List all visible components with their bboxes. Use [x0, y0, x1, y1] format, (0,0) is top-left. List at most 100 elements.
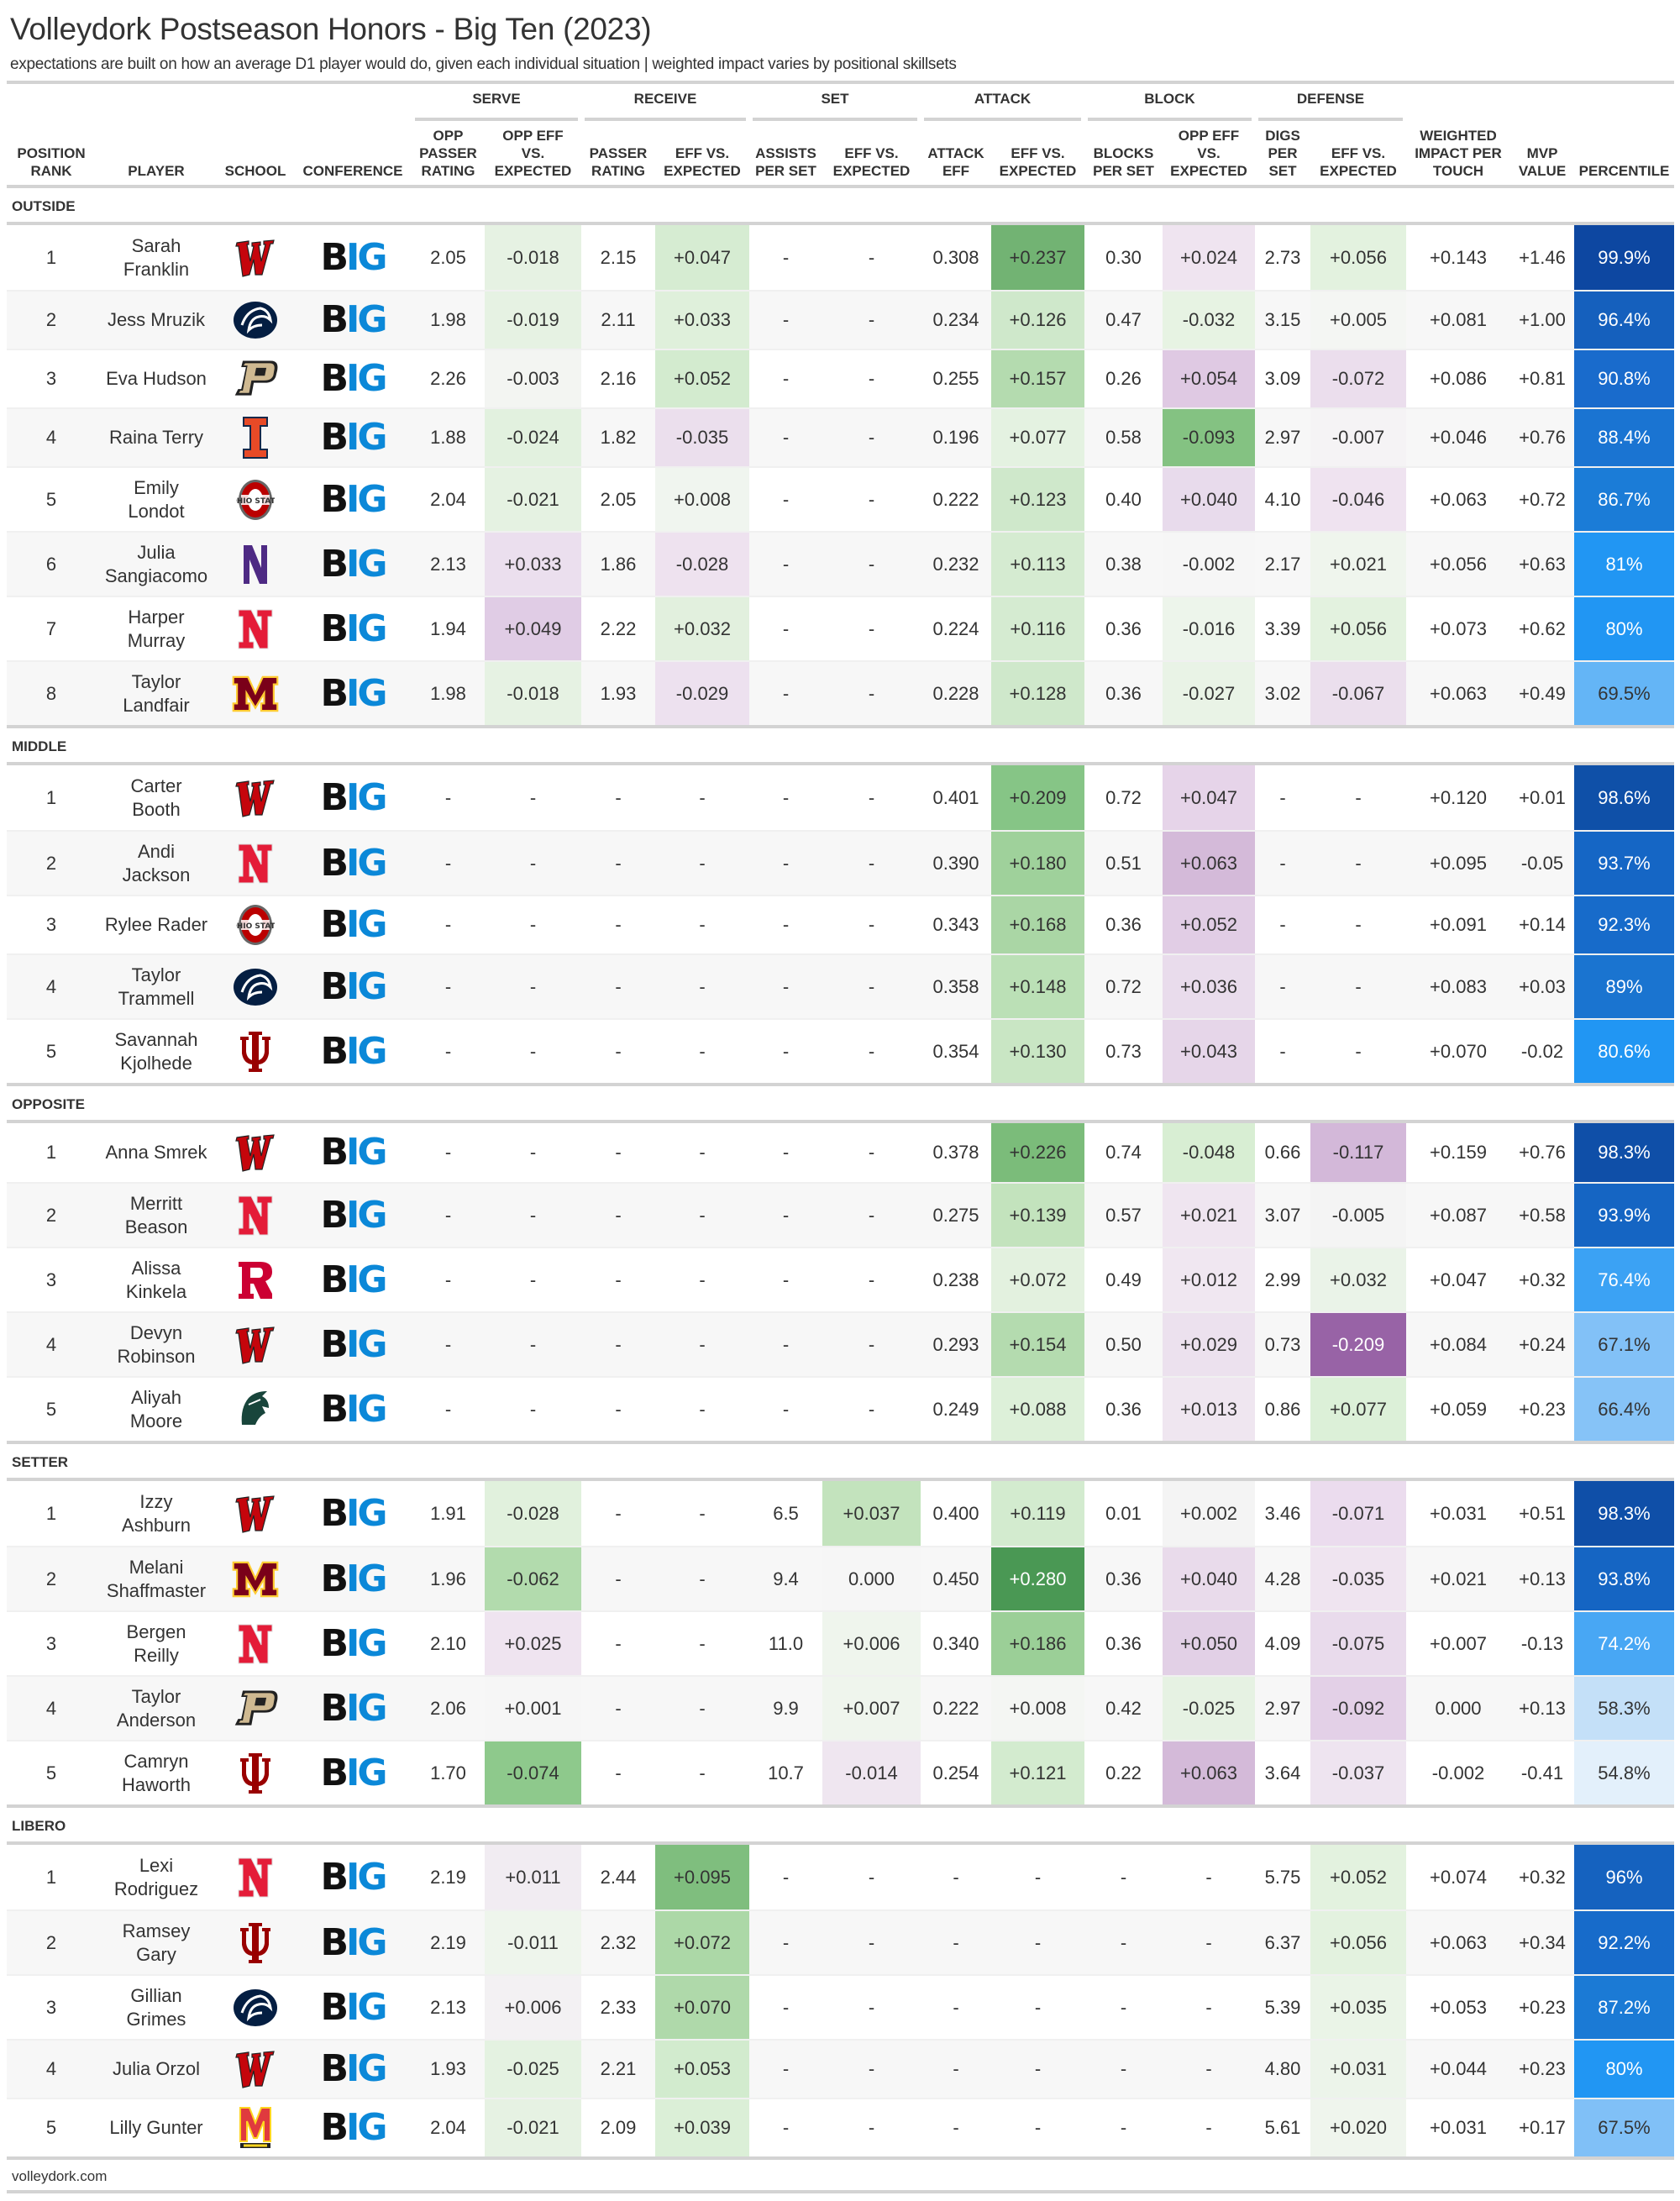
column-header-attack-eff-vs-exp[interactable]: EFF VS. EXPECTED: [999, 145, 1077, 179]
table-row[interactable]: 1 Carter Booth BIG - - - - - - 0.401 +0.209 0.72 +0.…: [7, 765, 1674, 830]
player-name[interactable]: Lilly Gunter: [109, 2117, 203, 2138]
cell-block-opp-eff-vs-exp: -: [1205, 2117, 1212, 2138]
table-row[interactable]: 3 Bergen Reilly BIG 2.10 +0.025 - - 11.0 +0.006 0…: [7, 1610, 1674, 1675]
table-row[interactable]: 3 Alissa Kinkela BIG - - - - - - 0.238 +0.072 0.49 +…: [7, 1247, 1674, 1311]
player-name[interactable]: Anna Smrek: [105, 1142, 207, 1163]
player-name[interactable]: Merritt Beason: [124, 1192, 188, 1237]
cell-mvp-value: -0.13: [1520, 1632, 1564, 1654]
position-rank: 7: [45, 617, 57, 639]
player-name[interactable]: Taylor Landfair: [123, 670, 190, 716]
school-logo-cell: [217, 1547, 294, 1610]
cell-weighted-impact: +0.074: [1430, 1866, 1487, 1888]
player-name[interactable]: Camryn Haworth: [122, 1750, 191, 1795]
column-header-opp-passer-rating[interactable]: OPP PASSER RATING: [419, 128, 477, 179]
player-name[interactable]: Andi Jackson: [122, 840, 191, 885]
player-name[interactable]: Julia Orzol: [113, 2058, 200, 2079]
column-header-percentile[interactable]: PERCENTILE: [1578, 163, 1670, 179]
table-row[interactable]: 3 Gillian Grimes BIG 2.13 +0.006 2.33 +0.070 - -…: [7, 1974, 1674, 2039]
player-name[interactable]: Sarah Franklin: [123, 234, 190, 280]
player-name[interactable]: Izzy Ashburn: [122, 1490, 191, 1536]
cell-assists-per-set: 9.9: [773, 1697, 799, 1719]
column-header-rank[interactable]: POSITION RANK: [17, 145, 86, 179]
column-header-player[interactable]: PLAYER: [128, 163, 185, 179]
player-name[interactable]: Eva Hudson: [106, 368, 207, 389]
column-header-passer-rating[interactable]: PASSER RATING: [589, 145, 648, 179]
cell-attack-eff: -: [953, 2117, 959, 2138]
table-row[interactable]: 4 Julia Orzol BIG 1.93 -0.025 2.21 +0.053 - - - - -…: [7, 2039, 1674, 2098]
column-header-receive-eff-vs-exp[interactable]: EFF VS. EXPECTED: [664, 145, 741, 179]
player-name[interactable]: Rylee Rader: [104, 914, 208, 935]
table-row[interactable]: 1 Sarah Franklin BIG 2.05 -0.018 2.15 +0.047 - -…: [7, 225, 1674, 290]
column-header-defense-eff-vs-exp[interactable]: EFF VS. EXPECTED: [1320, 145, 1397, 179]
player-name[interactable]: Gillian Grimes: [126, 1984, 186, 2030]
cell-assists-per-set: -: [782, 852, 790, 874]
column-header-set-eff-vs-exp[interactable]: EFF VS. EXPECTED: [832, 145, 911, 179]
table-row[interactable]: 5 Camryn Haworth BIG 1.70 -0.074 - - 10.7 -0.014…: [7, 1740, 1674, 1804]
column-header-mvp-value[interactable]: MVP VALUE: [1518, 145, 1567, 179]
player-name[interactable]: Alissa Kinkela: [125, 1257, 187, 1302]
player-name[interactable]: Emily Londot: [128, 476, 185, 522]
table-row[interactable]: 4 Devyn Robinson BIG - - - - - - 0.293 +0.154 0.50 +…: [7, 1311, 1674, 1376]
player-name[interactable]: Devyn Robinson: [117, 1321, 196, 1367]
player-name[interactable]: Bergen Reilly: [126, 1621, 186, 1666]
table-row[interactable]: 7 Harper Murray BIG 1.94 +0.049 2.22 +0.032- -0…: [7, 596, 1674, 660]
school-logo-cell: [217, 1741, 294, 1804]
column-header-weighted-impact[interactable]: WEIGHTED IMPACT PER TOUCH: [1415, 128, 1502, 179]
table-row[interactable]: 2 Jess Mruzik BIG 1.98 -0.019 2.11 +0.033 - - 0.2…: [7, 290, 1674, 349]
cell-percentile: 89%: [1574, 955, 1674, 1018]
table-row[interactable]: 6 Julia Sangiacomo BIG 2.13 +0.033 1.86 -0.028…: [7, 531, 1674, 596]
cell-opp-passer-rating: 1.93: [430, 2058, 466, 2079]
table-row[interactable]: 3 Rylee Rader OHIO STATE BIG - - - - - - 0.343 +0.1…: [7, 895, 1674, 953]
cell-opp-passer-rating: -: [444, 786, 452, 808]
player-name[interactable]: Julia Sangiacomo: [104, 541, 208, 586]
player-name[interactable]: Jess Mruzik: [107, 309, 206, 330]
table-row[interactable]: 5 Aliyah Moore BIG - - - - - - 0.249 +0.088 0.36 +0.…: [7, 1376, 1674, 1441]
player-name[interactable]: Melani Shaffmaster: [106, 1556, 207, 1601]
table-row[interactable]: 5 Emily Londot OHIO STATE BIG 2.04 -0.021 2.05…: [7, 466, 1674, 531]
player-name[interactable]: Savannah Kjolhede: [114, 1028, 198, 1074]
table-row[interactable]: 3 Eva Hudson BIG 2.26 -0.003 2.16 +0.052 - - 0.25…: [7, 349, 1674, 407]
table-row[interactable]: 2 Ramsey Gary BIG 2.19 -0.011 2.32 +0.072 - - - - -…: [7, 1909, 1674, 1974]
cell-defense-eff-vs-exp: -0.075: [1310, 1612, 1406, 1675]
player-name[interactable]: Harper Murray: [127, 606, 186, 651]
table-row[interactable]: 2 Melani Shaffmaster BIG 1.96 -0.062 - - 9.4 0.0…: [7, 1546, 1674, 1610]
player-name[interactable]: Taylor Anderson: [116, 1685, 197, 1731]
cell-opp-passer-rating: 1.70: [430, 1762, 466, 1783]
table-row[interactable]: 4 Taylor Trammell BIG - - - - - - 0.358 +0.148 0.72…: [7, 953, 1674, 1018]
big-ten-logo-ig: IG: [346, 298, 387, 341]
position-group-outside: OUTSIDE 1 Sarah Franklin BIG 2.05 -0.018 2.15 +…: [7, 188, 1674, 728]
cell-digs-per-set: 0.86: [1264, 1398, 1301, 1420]
table-row[interactable]: 1 Lexi Rodriguez BIG 2.19 +0.011 2.44 +0.095 - -…: [7, 1845, 1674, 1909]
illinois-i-icon: [232, 414, 279, 461]
column-group-underline: [753, 118, 917, 121]
cell-percentile: 96.4%: [1574, 292, 1674, 349]
column-header-school[interactable]: SCHOOL: [224, 163, 286, 179]
table-row[interactable]: 1 Izzy Ashburn BIG 1.91 -0.028 - - 6.5 +0.037 0.4…: [7, 1481, 1674, 1546]
table-row[interactable]: 4 Taylor Anderson BIG 2.06 +0.001 - - 9.9 +0.007…: [7, 1675, 1674, 1740]
player-name[interactable]: Aliyah Moore: [129, 1386, 183, 1431]
big-ten-logo-b: B: [320, 1131, 349, 1174]
column-header-conference[interactable]: CONFERENCE: [302, 163, 403, 179]
table-row[interactable]: 2 Merritt Beason BIG - - - - - - 0.275 +0.139 0.57 +…: [7, 1182, 1674, 1247]
column-group-underline: [585, 118, 746, 121]
column-header-blocks-per-set[interactable]: BLOCKS PER SET: [1093, 145, 1154, 179]
column-header-attack-eff[interactable]: ATTACK EFF: [927, 145, 984, 179]
player-name[interactable]: Lexi Rodriguez: [113, 1854, 199, 1899]
table-row[interactable]: 4 Raina Terry BIG 1.88 -0.024 1.82 -0.035 - - 0.1…: [7, 407, 1674, 466]
table-row[interactable]: 5 Savannah Kjolhede BIG - - - - - - 0.354 +0.130 0.…: [7, 1018, 1674, 1083]
column-header-assists-per-set[interactable]: ASSISTS PER SET: [755, 145, 816, 179]
player-name[interactable]: Ramsey Gary: [122, 1920, 191, 1965]
player-name[interactable]: Taylor Trammell: [118, 964, 195, 1009]
column-header-block-opp-eff-vs-exp[interactable]: OPP EFF VS. EXPECTED: [1170, 128, 1247, 179]
player-name[interactable]: Carter Booth: [130, 775, 182, 820]
column-header-serve-eff-vs-exp[interactable]: OPP EFF VS. EXPECTED: [494, 128, 572, 179]
table-row[interactable]: 1 Anna Smrek BIG - - - - - - 0.378 +0.226 0.74 -0.04…: [7, 1123, 1674, 1182]
table-row[interactable]: 5 Lilly Gunter BIG 2.04 -0.021 2.09 +0.039 - - - -…: [7, 2098, 1674, 2156]
table-row[interactable]: 2 Andi Jackson BIG - - - - - - 0.390 +0.180 0.51 +0.…: [7, 830, 1674, 895]
big-ten-logo-ig: IG: [346, 357, 387, 400]
player-name[interactable]: Raina Terry: [108, 427, 204, 448]
column-header-digs-per-set[interactable]: DIGS PER SET: [1265, 128, 1300, 179]
table-row[interactable]: 8 Taylor Landfair BIG 1.98 -0.018 1.93 -0.029 -…: [7, 660, 1674, 725]
wisconsin-w-icon: [232, 775, 279, 822]
cell-mvp-value: +0.32: [1519, 1866, 1566, 1888]
